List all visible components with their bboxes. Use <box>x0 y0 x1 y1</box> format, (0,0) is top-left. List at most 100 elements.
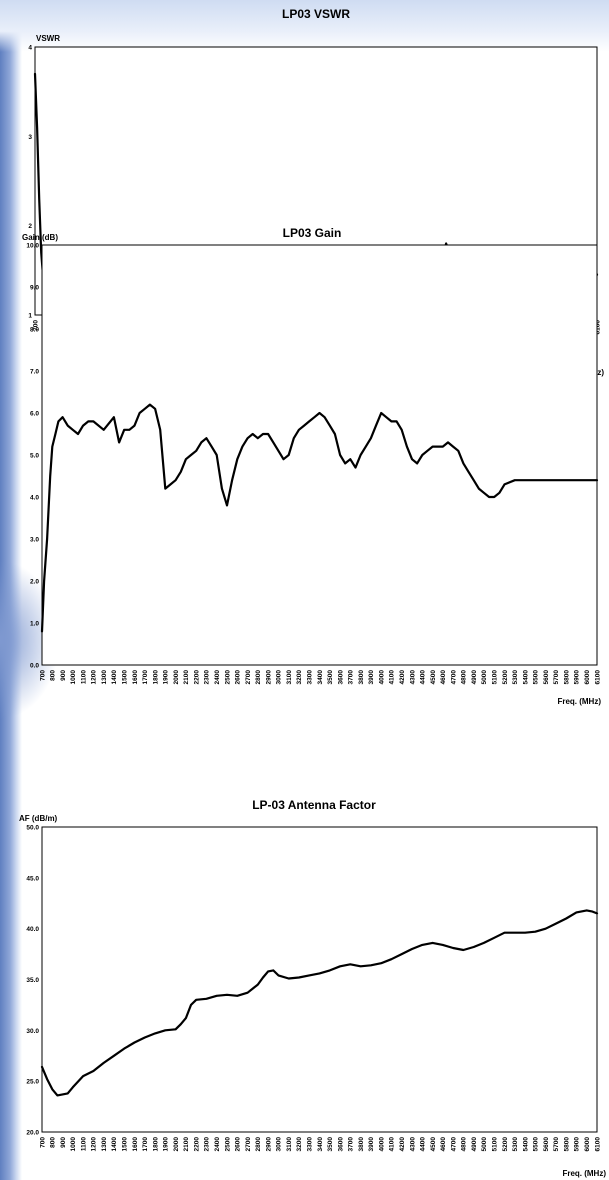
y-tick-label: 20.0 <box>26 1130 39 1137</box>
y-tick-label: 45.0 <box>26 875 39 882</box>
x-tick-label: 2600 <box>235 670 242 685</box>
x-tick-label: 3100 <box>286 670 293 685</box>
x-axis-label: Freq. (MHz) <box>562 1169 606 1178</box>
x-tick-label: 1400 <box>111 670 118 685</box>
y-axis-label: VSWR <box>36 34 60 43</box>
x-tick-label: 4100 <box>389 670 396 685</box>
x-tick-label: 4600 <box>440 670 447 685</box>
chart-title: LP03 VSWR <box>282 7 350 21</box>
x-tick-label: 1400 <box>111 1137 118 1152</box>
x-tick-label: 1800 <box>152 670 159 685</box>
x-tick-label: 6000 <box>584 670 591 685</box>
series-line-1 <box>40 909 599 1097</box>
x-tick-label: 1000 <box>70 1137 77 1152</box>
series-line-1 <box>40 403 599 633</box>
x-tick-label: 2800 <box>255 670 262 685</box>
background-top-strip <box>0 0 609 52</box>
y-tick-label: 5.0 <box>30 453 39 460</box>
x-tick-label: 3800 <box>358 670 365 685</box>
x-tick-label: 4500 <box>430 1137 437 1152</box>
x-tick-label: 3000 <box>276 1137 283 1152</box>
x-tick-label: 1200 <box>91 1137 98 1152</box>
x-tick-label: 1700 <box>142 1137 149 1152</box>
x-tick-label: 4400 <box>420 1137 427 1152</box>
x-axis-label: Freq. (MHz) <box>557 697 601 706</box>
x-tick-label: 900 <box>60 1137 67 1148</box>
plot-frame <box>41 244 598 666</box>
x-tick-label: 2500 <box>224 670 231 685</box>
y-tick-label: 35.0 <box>26 977 39 984</box>
x-tick-label: 3900 <box>368 670 375 685</box>
x-tick-label: 3300 <box>307 670 314 685</box>
x-tick-label: 5500 <box>533 670 540 685</box>
x-tick-label: 1200 <box>91 670 98 685</box>
x-tick-label: 2300 <box>204 1137 211 1152</box>
plot-frame <box>41 826 598 1133</box>
x-tick-label: 4600 <box>440 1137 447 1152</box>
x-tick-label: 5900 <box>574 1137 581 1152</box>
x-tick-label: 1800 <box>152 1137 159 1152</box>
chart-3: LP-03 Antenna Factor AF (dB/m) Freq. (MHz)… <box>19 798 606 1178</box>
y-tick-label: 4.0 <box>30 495 39 502</box>
x-tick-label: 4000 <box>378 1137 385 1152</box>
x-tick-label: 3700 <box>348 1137 355 1152</box>
x-tick-label: 4000 <box>378 670 385 685</box>
y-tick-label: 8.0 <box>30 327 39 334</box>
x-tick-label: 5800 <box>563 670 570 685</box>
x-tick-label: 4100 <box>389 1137 396 1152</box>
x-tick-label: 6000 <box>584 1137 591 1152</box>
x-tick-label: 3500 <box>327 670 334 685</box>
x-tick-label: 3400 <box>317 1137 324 1152</box>
x-tick-label: 3300 <box>307 1137 314 1152</box>
y-tick-label: 2.0 <box>30 579 39 586</box>
y-tick-label: 0.0 <box>30 663 39 670</box>
x-tick-label: 2200 <box>193 1137 200 1152</box>
x-tick-label: 5600 <box>543 1137 550 1152</box>
x-tick-label: 700 <box>39 670 46 681</box>
x-tick-label: 2000 <box>173 1137 180 1152</box>
x-tick-label: 3100 <box>286 1137 293 1152</box>
x-tick-label: 1300 <box>101 1137 108 1152</box>
x-tick-label: 5000 <box>481 670 488 685</box>
x-tick-label: 3500 <box>327 1137 334 1152</box>
x-tick-label: 5100 <box>492 670 499 685</box>
x-tick-label: 3800 <box>358 1137 365 1152</box>
y-tick-label: 10.0 <box>26 243 39 250</box>
x-tick-label: 800 <box>50 1137 57 1148</box>
x-tick-label: 5700 <box>553 670 560 685</box>
y-tick-label: 2 <box>28 223 32 230</box>
x-tick-label: 5300 <box>512 1137 519 1152</box>
x-tick-label: 3600 <box>337 1137 344 1152</box>
x-tick-label: 4500 <box>430 670 437 685</box>
x-tick-label: 2300 <box>204 670 211 685</box>
x-tick-label: 1900 <box>163 1137 170 1152</box>
x-tick-label: 2700 <box>245 1137 252 1152</box>
x-tick-label: 3600 <box>337 670 344 685</box>
y-tick-label: 4 <box>28 45 32 52</box>
x-tick-label: 3400 <box>317 670 324 685</box>
x-tick-label: 5900 <box>574 670 581 685</box>
x-tick-label: 2000 <box>173 670 180 685</box>
y-tick-label: 30.0 <box>26 1028 39 1035</box>
x-tick-label: 2400 <box>214 670 221 685</box>
y-tick-label: 7.0 <box>30 369 39 376</box>
x-tick-label: 4800 <box>461 1137 468 1152</box>
y-tick-label: 3 <box>28 134 32 141</box>
x-tick-label: 2100 <box>183 670 190 685</box>
x-tick-label: 4900 <box>471 670 478 685</box>
x-tick-label: 5500 <box>533 1137 540 1152</box>
x-tick-label: 2800 <box>255 1137 262 1152</box>
x-tick-label: 5300 <box>512 670 519 685</box>
x-tick-label: 4400 <box>420 670 427 685</box>
x-tick-label: 3900 <box>368 1137 375 1152</box>
chart-title: LP03 Gain <box>283 226 342 240</box>
y-tick-label: 1.0 <box>30 621 39 628</box>
x-tick-label: 5800 <box>563 1137 570 1152</box>
y-tick-label: 40.0 <box>26 926 39 933</box>
x-tick-label: 2400 <box>214 1137 221 1152</box>
x-tick-label: 3000 <box>276 670 283 685</box>
x-tick-label: 4700 <box>450 670 457 685</box>
y-tick-label: 9.0 <box>30 285 39 292</box>
x-tick-label: 1500 <box>122 1137 129 1152</box>
